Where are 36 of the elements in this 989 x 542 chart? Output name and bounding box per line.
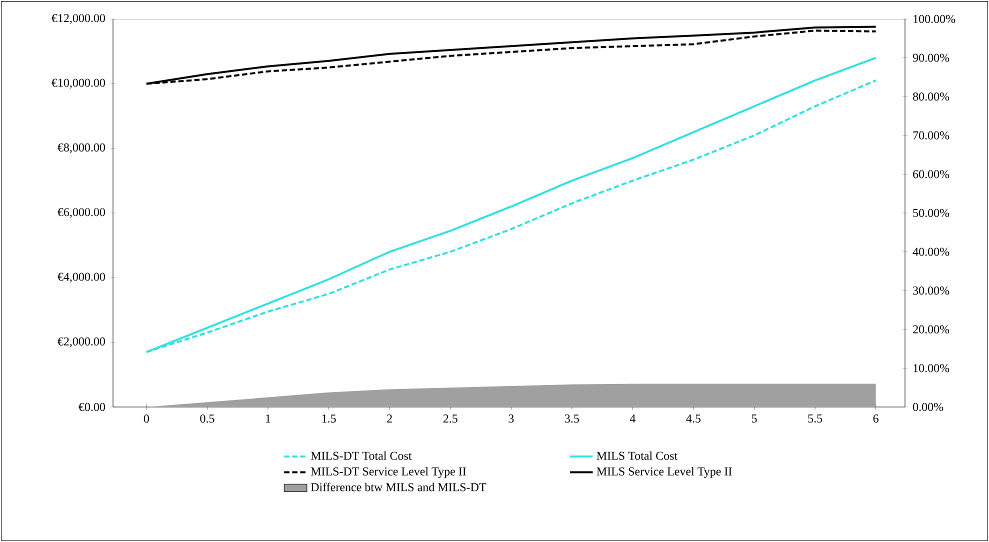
x-tick-label: 4 <box>630 414 636 422</box>
x-tick-label: 1.5 <box>322 414 336 423</box>
y2-tick-label: 50.00% <box>913 208 950 218</box>
y2-tick-label: 30.00% <box>913 286 950 295</box>
x-tick-label: 5.5 <box>808 414 822 423</box>
y-tick-label: €8,000.00 <box>58 143 105 154</box>
legend-label: MILS-DT Service Level Type II <box>310 467 466 478</box>
y2-tick-label: 70.00% <box>913 131 950 140</box>
x-tick-label: 0.5 <box>200 414 214 423</box>
x-tick-label: 2.5 <box>443 414 458 423</box>
legend-label: MILS Service Level Type II <box>596 467 732 478</box>
legend-label: Difference btw MILS and MILS-DT <box>310 482 486 492</box>
x-tick-label: 3.5 <box>564 414 579 423</box>
y-tick-label: €0.00 <box>78 402 105 412</box>
y-tick-label: €10,000.00 <box>52 78 105 89</box>
y2-tick-label: 40.00% <box>912 248 950 256</box>
x-tick-label: 5 <box>752 414 757 423</box>
x-tick-label: 6 <box>873 414 878 423</box>
y2-tick-label: 10.00% <box>914 364 950 372</box>
y-tick-label: €6,000.00 <box>58 208 105 218</box>
legend-label: MILS-DT Total Cost <box>310 451 412 460</box>
legend-label: MILS Total Cost <box>596 451 678 460</box>
x-tick-label: 3 <box>508 414 514 423</box>
y2-tick-label: 80.00% <box>913 92 950 101</box>
x-tick-label: 1 <box>266 414 270 422</box>
y-tick-label: €2,000.00 <box>58 337 105 348</box>
y2-tick-label: 0.00% <box>913 402 944 412</box>
y2-tick-label: 20.00% <box>913 325 950 334</box>
x-tick-label: 4.5 <box>686 414 701 423</box>
x-tick-label: 0 <box>144 414 149 423</box>
y2-tick-label: 90.00% <box>912 54 950 62</box>
y-tick-label: €12,000.00 <box>52 14 105 24</box>
y2-tick-label: 100.00% <box>914 14 956 24</box>
y2-tick-label: 60.00% <box>913 170 950 178</box>
x-tick-label: 2 <box>387 414 392 422</box>
y-tick-label: €4,000.00 <box>58 272 105 283</box>
